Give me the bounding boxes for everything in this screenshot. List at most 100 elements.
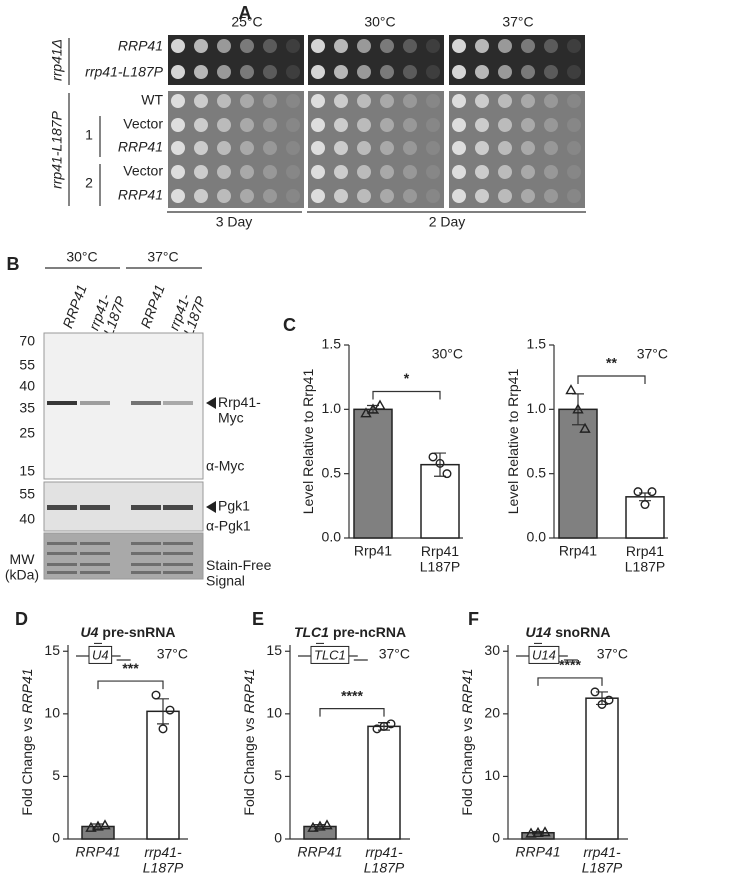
significance-bracket — [577, 375, 646, 385]
row-label: WT — [141, 92, 163, 108]
colony-spot — [426, 141, 440, 155]
y-axis-label: Level Relative to Rrp41 — [505, 369, 521, 515]
colony-spot — [426, 118, 440, 132]
colony-spot — [380, 118, 394, 132]
colony-spot — [263, 189, 277, 203]
colony-spot — [194, 189, 208, 203]
colony-spot — [263, 165, 277, 179]
colony-spot — [380, 165, 394, 179]
chart-title: U14 snoRNA — [526, 624, 611, 640]
data-point — [151, 690, 161, 700]
data-point — [640, 500, 650, 510]
band — [131, 505, 161, 510]
colony-spot — [475, 39, 489, 53]
colony-spot — [311, 39, 325, 53]
title-gene: U14 — [526, 624, 552, 640]
data-point — [85, 821, 97, 832]
colony-spot — [403, 165, 417, 179]
y-tick-label: 10 — [266, 705, 282, 721]
gene-label: U14 — [532, 647, 556, 662]
gene-arrow — [298, 642, 368, 661]
colony-spot — [380, 94, 394, 108]
colony-spot — [544, 94, 558, 108]
bar — [558, 408, 598, 539]
chart-title: U4 pre-snRNA — [80, 624, 175, 640]
temperature: 25°C — [231, 14, 262, 30]
y-axis-label: Fold Change vs RRP41 — [19, 668, 35, 815]
bar — [353, 408, 393, 539]
colony-spot — [498, 118, 512, 132]
isolate: 2 — [85, 175, 93, 191]
lane-label: rrp41-L187P — [165, 288, 209, 337]
y-tick-label: 0.0 — [322, 529, 342, 545]
y-tick-label: 0.5 — [322, 464, 342, 480]
annotation: 37°C — [157, 646, 188, 662]
y-label-text: Fold Change vs — [19, 718, 35, 816]
colony-spot — [452, 65, 466, 79]
y-tick-label: 0.5 — [527, 464, 547, 480]
y-label-gene: RRP41 — [459, 668, 475, 713]
y-axis-label: Fold Change vs RRP41 — [241, 668, 257, 815]
colony-spot — [357, 65, 371, 79]
y-label-gene: RRP41 — [241, 668, 257, 713]
colony-spot — [311, 189, 325, 203]
significance: *** — [122, 660, 139, 676]
lane-label: RRP41 — [137, 282, 167, 330]
colony-spot — [403, 141, 417, 155]
data-point — [92, 820, 104, 831]
y-tick-label: 15 — [44, 642, 60, 658]
colony-spot — [357, 39, 371, 53]
colony-spot — [567, 65, 581, 79]
colony-spot — [498, 141, 512, 155]
band — [80, 552, 110, 555]
y-tick-label: 15 — [266, 642, 282, 658]
data-point — [374, 399, 386, 410]
y-tick-label: 10 — [44, 705, 60, 721]
band — [163, 505, 193, 510]
band — [47, 552, 77, 555]
title-text: pre-snRNA — [102, 624, 175, 640]
blot — [43, 332, 204, 480]
data-point — [314, 820, 326, 831]
colony-spot — [263, 94, 277, 108]
lane-label: RRP41 — [59, 282, 89, 330]
significance-bracket — [537, 677, 603, 686]
band — [131, 542, 161, 545]
colony-spot — [334, 118, 348, 132]
colony-spot — [475, 94, 489, 108]
gene-label: U4 — [92, 647, 109, 662]
colony-spot — [240, 39, 254, 53]
plate — [168, 91, 304, 208]
x-tick-label: rrp41-L187P — [143, 844, 184, 875]
colony-spot — [403, 118, 417, 132]
colony-spot — [380, 65, 394, 79]
colony-spot — [380, 141, 394, 155]
row-label: Vector — [123, 163, 163, 179]
colony-spot — [240, 65, 254, 79]
colony-spot — [217, 94, 231, 108]
band — [47, 542, 77, 545]
colony-spot — [311, 118, 325, 132]
isolate: 1 — [85, 127, 93, 143]
colony-spot — [452, 141, 466, 155]
colony-spot — [544, 189, 558, 203]
x-tick-label: Rrp41 L187P — [625, 543, 665, 574]
colony-spot — [403, 65, 417, 79]
band — [163, 401, 193, 405]
colony-spot — [286, 94, 300, 108]
colony-spot — [475, 189, 489, 203]
colony-spot — [426, 165, 440, 179]
colony-spot — [498, 94, 512, 108]
band — [47, 401, 77, 405]
panel-label: C — [283, 315, 296, 335]
colony-spot — [334, 94, 348, 108]
temperature: 37°C — [147, 249, 178, 265]
y-tick-label: 1.0 — [322, 400, 342, 416]
colony-spot — [475, 118, 489, 132]
colony-spot — [567, 189, 581, 203]
colony-spot — [286, 165, 300, 179]
mw-marker: 15 — [19, 463, 35, 479]
colony-spot — [263, 141, 277, 155]
colony-spot — [171, 39, 185, 53]
colony-spot — [498, 39, 512, 53]
